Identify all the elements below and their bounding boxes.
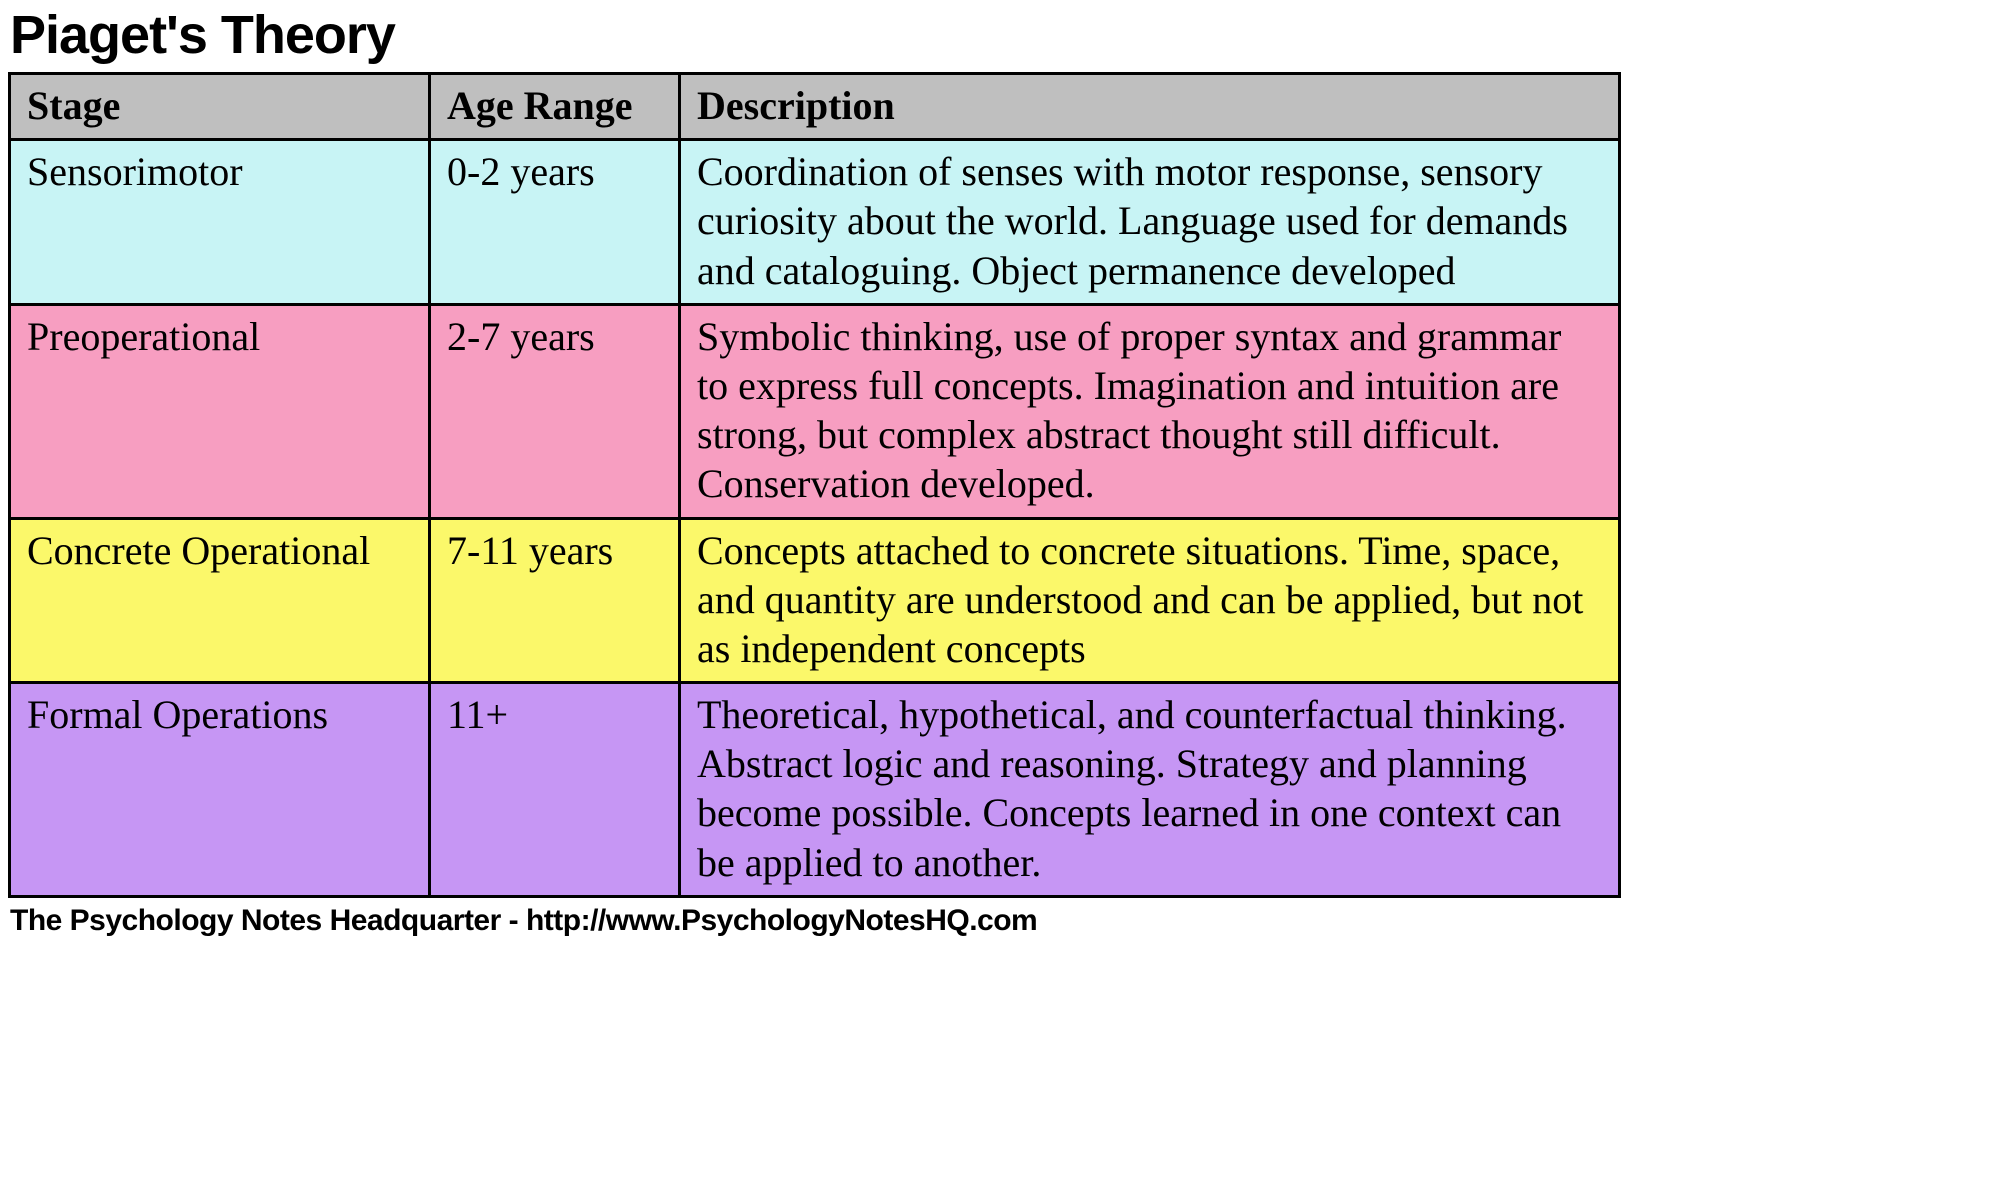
table-row: Sensorimotor 0-2 years Coordination of s…: [10, 140, 1620, 305]
cell-stage: Preoperational: [10, 304, 430, 518]
table-row: Concrete Operational 7-11 years Concepts…: [10, 518, 1620, 683]
cell-stage: Formal Operations: [10, 683, 430, 897]
cell-age: 7-11 years: [430, 518, 680, 683]
page-wrap: Piaget's Theory Stage Age Range Descript…: [0, 0, 2000, 948]
cell-age: 11+: [430, 683, 680, 897]
col-header-age: Age Range: [430, 74, 680, 140]
table-row: Preoperational 2-7 years Symbolic thinki…: [10, 304, 1620, 518]
cell-stage: Sensorimotor: [10, 140, 430, 305]
cell-desc: Theoretical, hypothetical, and counterfa…: [680, 683, 1620, 897]
footer-wrap: The Psychology Notes Headquarter - http:…: [0, 898, 2000, 948]
footer-credit: The Psychology Notes Headquarter - http:…: [0, 898, 2000, 948]
cell-age: 0-2 years: [430, 140, 680, 305]
piaget-table: Stage Age Range Description Sensorimotor…: [8, 72, 1621, 898]
cell-desc: Symbolic thinking, use of proper syntax …: [680, 304, 1620, 518]
cell-stage: Concrete Operational: [10, 518, 430, 683]
table-row: Formal Operations 11+ Theoretical, hypot…: [10, 683, 1620, 897]
table-header-row: Stage Age Range Description: [10, 74, 1620, 140]
col-header-stage: Stage: [10, 74, 430, 140]
table-body: Sensorimotor 0-2 years Coordination of s…: [10, 140, 1620, 897]
page-title: Piaget's Theory: [0, 0, 2000, 72]
col-header-desc: Description: [680, 74, 1620, 140]
cell-desc: Concepts attached to concrete situations…: [680, 518, 1620, 683]
cell-desc: Coordination of senses with motor respon…: [680, 140, 1620, 305]
cell-age: 2-7 years: [430, 304, 680, 518]
